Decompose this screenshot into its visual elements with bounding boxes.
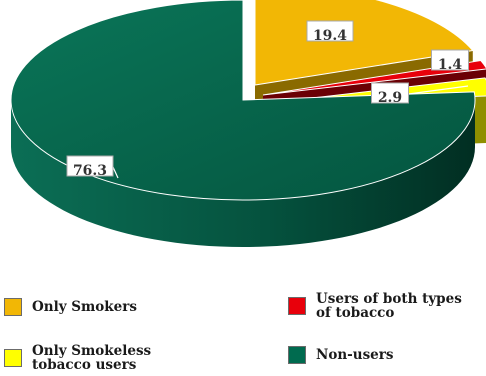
pie-side-non-users — [11, 100, 475, 247]
legend-swatch-only-smokeless — [4, 349, 22, 367]
data-label-box-non-users — [66, 155, 114, 177]
pie-slice-both-types — [262, 60, 486, 96]
legend-swatch-only-smokers — [4, 298, 22, 316]
data-label-box-only-smokeless — [371, 82, 409, 104]
data-label-box-only-smokers — [306, 20, 354, 42]
legend-label-non-users: Non-users — [316, 347, 394, 363]
data-label-box-both-types — [431, 49, 469, 71]
data-label-only-smokers: 19.4 — [313, 28, 347, 44]
pie-chart: 19.4 1.4 2.9 76.3 — [10, 0, 486, 247]
data-label-non-users: 76.3 — [73, 163, 107, 179]
legend-label-only-smokers: Only Smokers — [32, 299, 137, 315]
legend-item-both-types: Users of both types of tobacco — [288, 292, 462, 320]
leader-line-non-users — [112, 166, 119, 179]
legend-item-only-smokers: Only Smokers — [4, 298, 137, 316]
pie-tops — [10, 0, 486, 201]
data-label-both-types: 1.4 — [438, 57, 463, 73]
legend: Only Smokers Users of both types of toba… — [0, 284, 486, 376]
legend-swatch-non-users — [288, 346, 306, 364]
legend-item-only-smokeless: Only Smokeless tobacco users — [4, 344, 151, 372]
data-label-only-smokeless: 2.9 — [378, 90, 402, 106]
leader-line-only-smokeless — [408, 85, 469, 95]
legend-label-both-types: Users of both types of tobacco — [316, 291, 462, 321]
legend-swatch-both-types — [288, 297, 306, 315]
legend-item-non-users: Non-users — [288, 346, 393, 364]
data-labels: 19.4 1.4 2.9 76.3 — [66, 20, 469, 179]
legend-label-only-smokeless: Only Smokeless tobacco users — [32, 343, 152, 373]
